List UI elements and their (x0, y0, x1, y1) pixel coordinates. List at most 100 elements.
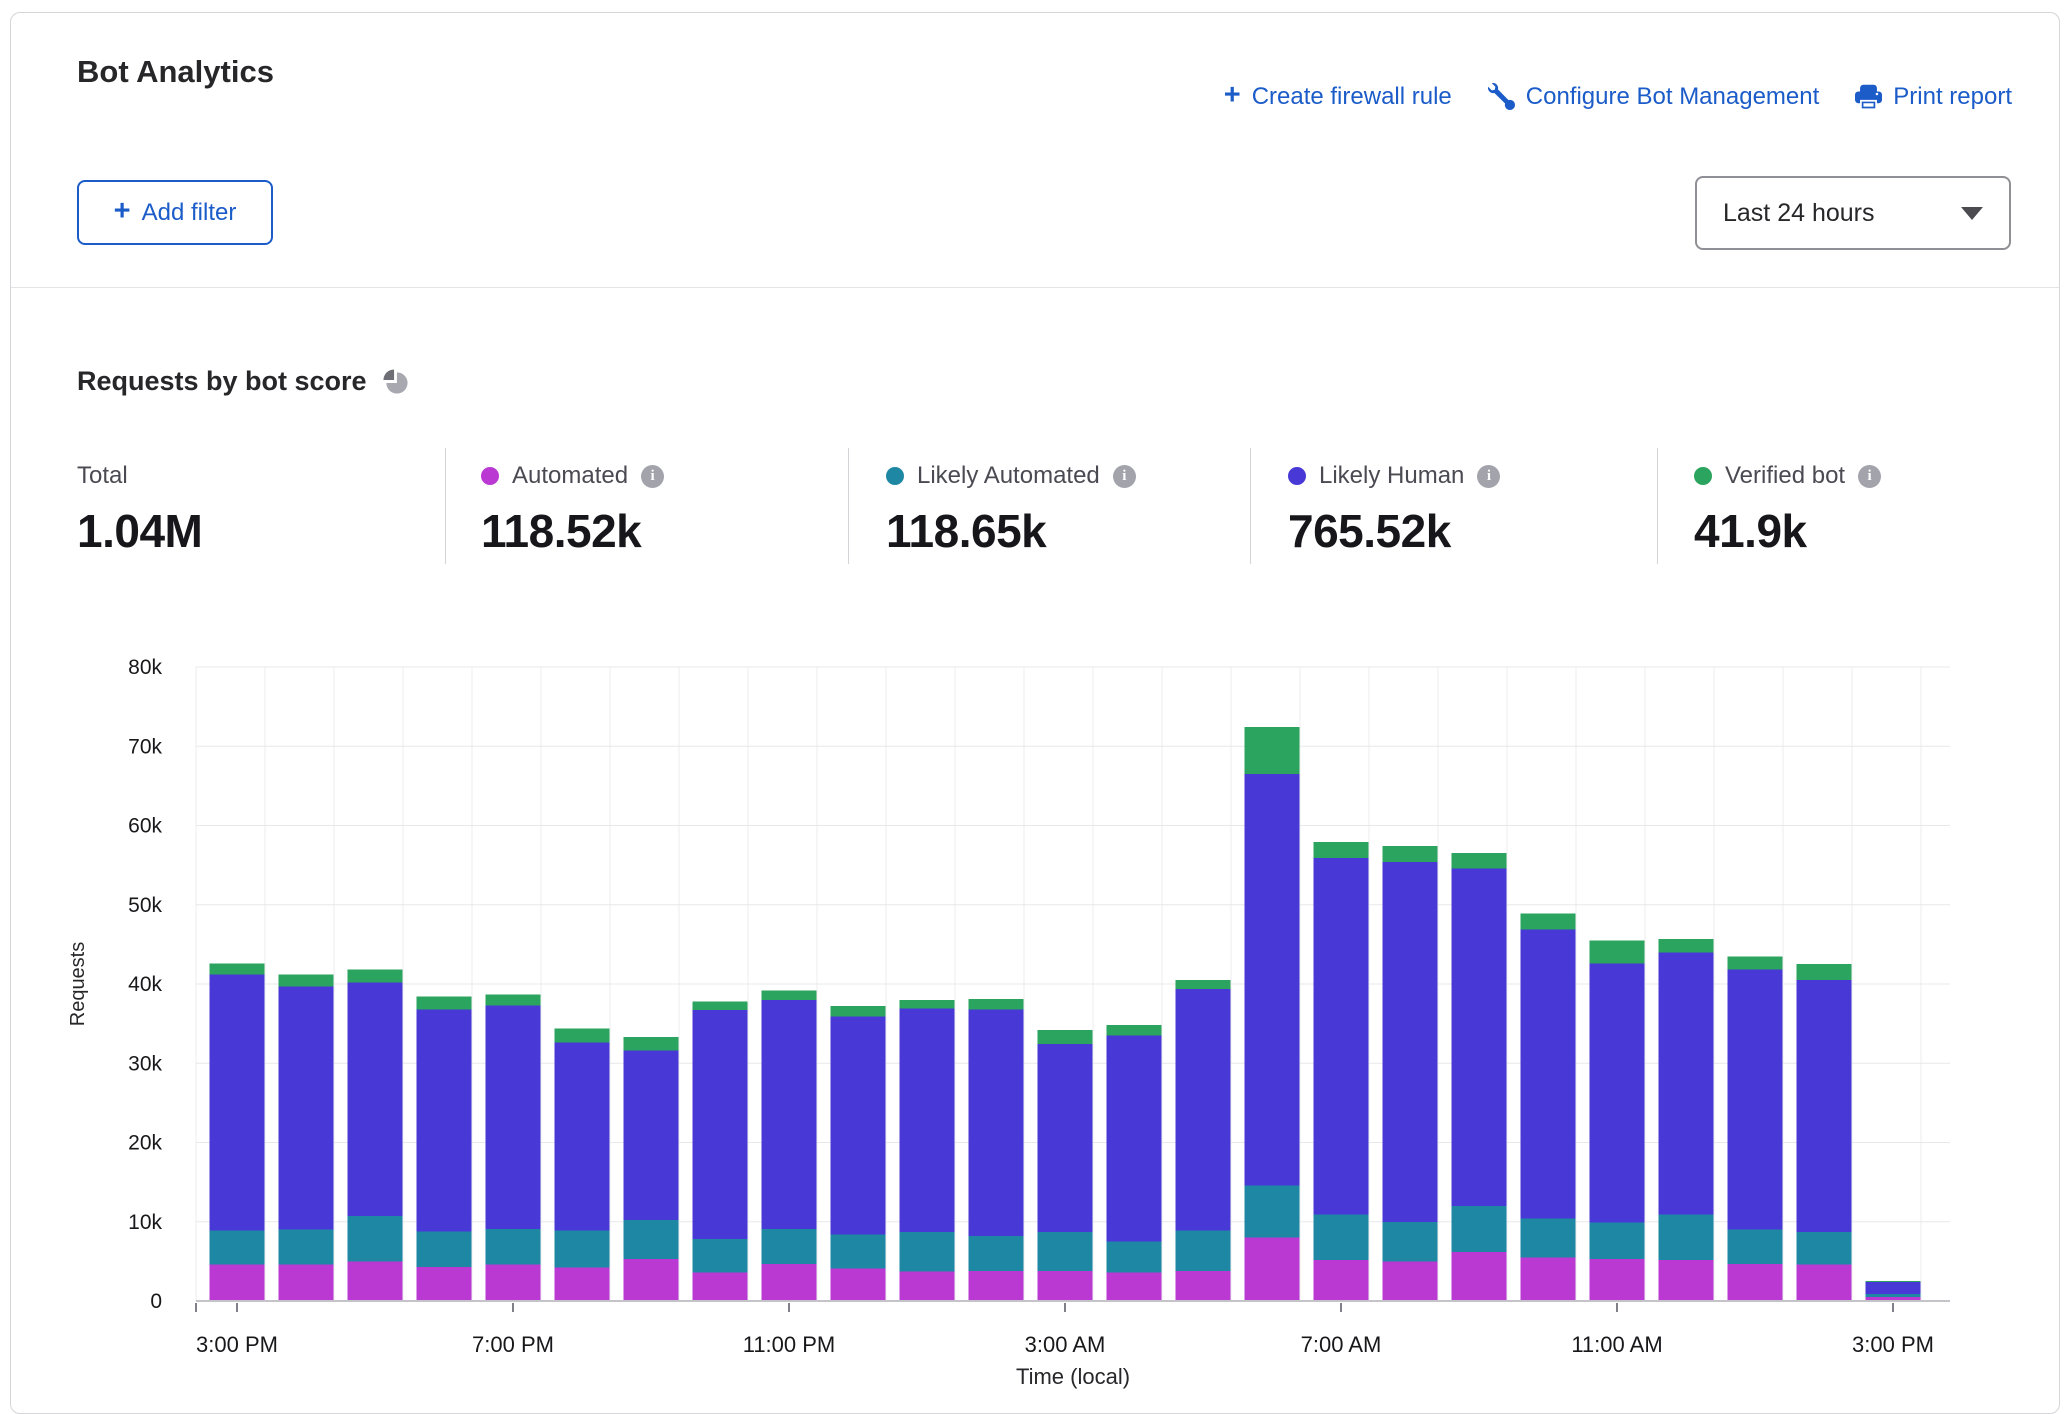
y-tick-label: 30k (128, 1052, 162, 1075)
bar-segment-verified-bot (1521, 913, 1576, 929)
verified-bot-legend-dot (1694, 467, 1712, 485)
info-icon[interactable]: i (1477, 465, 1500, 488)
bar-segment-likely-human (1659, 952, 1714, 1214)
bar-group[interactable] (1314, 842, 1369, 1301)
y-tick-label: 80k (128, 656, 162, 679)
bar-segment-automated (624, 1259, 679, 1301)
stat-total-value: 1.04M (77, 504, 202, 558)
bar-segment-likely-human (555, 1043, 610, 1231)
bar-group[interactable] (486, 994, 541, 1301)
likely-human-legend-dot (1288, 467, 1306, 485)
bar-segment-automated (210, 1265, 265, 1301)
bar-segment-likely-human (1521, 929, 1576, 1218)
bar-group[interactable] (1866, 1281, 1921, 1301)
bar-segment-likely-automated (1107, 1242, 1162, 1273)
bar-group[interactable] (1659, 939, 1714, 1301)
bar-group[interactable] (1728, 956, 1783, 1301)
bar-group[interactable] (624, 1037, 679, 1301)
stat-likely-automated-label: Likely Automated (917, 462, 1100, 490)
info-icon[interactable]: i (1858, 465, 1881, 488)
bar-group[interactable] (1038, 1030, 1093, 1301)
time-range-value: Last 24 hours (1723, 199, 1961, 228)
bar-group[interactable] (1383, 846, 1438, 1301)
bar-segment-automated (900, 1272, 955, 1301)
bar-segment-likely-human (1245, 774, 1300, 1185)
bar-group[interactable] (348, 970, 403, 1301)
bar-segment-verified-bot (831, 1006, 886, 1016)
bar-group[interactable] (693, 1001, 748, 1301)
automated-legend-dot (481, 467, 499, 485)
bar-segment-likely-human (969, 1009, 1024, 1236)
bar-group[interactable] (279, 974, 334, 1301)
stat-divider (445, 448, 446, 564)
bar-group[interactable] (1797, 964, 1852, 1301)
print-report-link[interactable]: Print report (1855, 83, 2012, 111)
bar-segment-verified-bot (1452, 853, 1507, 868)
x-tick-label: 11:00 AM (1571, 1332, 1662, 1357)
bar-segment-automated (831, 1269, 886, 1301)
bar-segment-likely-human (486, 1005, 541, 1228)
bar-group[interactable] (1245, 727, 1300, 1301)
bar-group[interactable] (831, 1006, 886, 1301)
bar-segment-verified-bot (1107, 1025, 1162, 1035)
bar-group[interactable] (417, 997, 472, 1301)
bar-segment-verified-bot (1383, 846, 1438, 862)
bar-segment-verified-bot (1038, 1030, 1093, 1044)
bar-group[interactable] (1107, 1025, 1162, 1301)
x-tick-label: 3:00 PM (196, 1332, 278, 1357)
bar-segment-likely-automated (348, 1216, 403, 1261)
header-actions: + Create firewall rule Configure Bot Man… (1224, 82, 2012, 111)
bar-segment-likely-human (1383, 862, 1438, 1222)
create-firewall-rule-link[interactable]: + Create firewall rule (1224, 82, 1452, 111)
stat-automated-value: 118.52k (481, 504, 664, 558)
create-firewall-rule-label: Create firewall rule (1252, 83, 1452, 111)
stat-total: Total 1.04M (77, 462, 202, 558)
bar-group[interactable] (555, 1028, 610, 1301)
bar-segment-likely-automated (1728, 1230, 1783, 1264)
info-icon[interactable]: i (1113, 465, 1136, 488)
bar-group[interactable] (969, 999, 1024, 1301)
stat-likely-automated: Likely Automated i 118.65k (886, 462, 1136, 558)
bar-segment-verified-bot (279, 974, 334, 986)
x-tick-label: 11:00 PM (743, 1332, 836, 1357)
bar-segment-automated (1314, 1260, 1369, 1301)
configure-bot-management-link[interactable]: Configure Bot Management (1488, 83, 1820, 111)
add-filter-button[interactable]: + Add filter (77, 180, 273, 245)
bar-segment-likely-human (279, 986, 334, 1229)
bar-segment-automated (1590, 1259, 1645, 1301)
bar-segment-likely-automated (486, 1229, 541, 1265)
header-divider (11, 287, 2059, 288)
bar-group[interactable] (1590, 940, 1645, 1301)
bar-group[interactable] (900, 1000, 955, 1301)
bar-segment-automated (1452, 1252, 1507, 1301)
time-range-select[interactable]: Last 24 hours (1695, 176, 2011, 250)
bar-group[interactable] (1521, 913, 1576, 1301)
bar-segment-likely-automated (1521, 1219, 1576, 1258)
bar-group[interactable] (1176, 980, 1231, 1301)
bar-segment-likely-automated (417, 1231, 472, 1267)
bar-segment-likely-automated (1383, 1222, 1438, 1262)
add-filter-label: Add filter (142, 199, 237, 227)
bar-segment-likely-human (1590, 963, 1645, 1222)
info-icon[interactable]: i (641, 465, 664, 488)
bar-segment-verified-bot (693, 1001, 748, 1010)
bar-group[interactable] (210, 963, 265, 1301)
bar-segment-likely-human (900, 1009, 955, 1232)
bar-segment-verified-bot (900, 1000, 955, 1009)
stat-verified-bot: Verified bot i 41.9k (1694, 462, 1881, 558)
bar-group[interactable] (762, 990, 817, 1301)
x-axis-title: Time (local) (1016, 1364, 1130, 1389)
bar-segment-likely-automated (1797, 1232, 1852, 1264)
bar-segment-verified-bot (762, 990, 817, 1000)
bar-segment-verified-bot (348, 970, 403, 983)
stat-likely-human-label: Likely Human (1319, 462, 1464, 490)
stat-divider (1657, 448, 1658, 564)
stat-divider (1250, 448, 1251, 564)
bar-group[interactable] (1452, 853, 1507, 1301)
y-axis-title: Requests (67, 942, 89, 1027)
bar-segment-automated (1659, 1260, 1714, 1301)
bar-segment-likely-automated (1452, 1206, 1507, 1252)
x-axis-labels: 3:00 PM7:00 PM11:00 PM3:00 AM7:00 AM11:0… (196, 1303, 1934, 1357)
bar-segment-automated (1107, 1272, 1162, 1301)
bar-segment-likely-automated (1866, 1294, 1921, 1297)
